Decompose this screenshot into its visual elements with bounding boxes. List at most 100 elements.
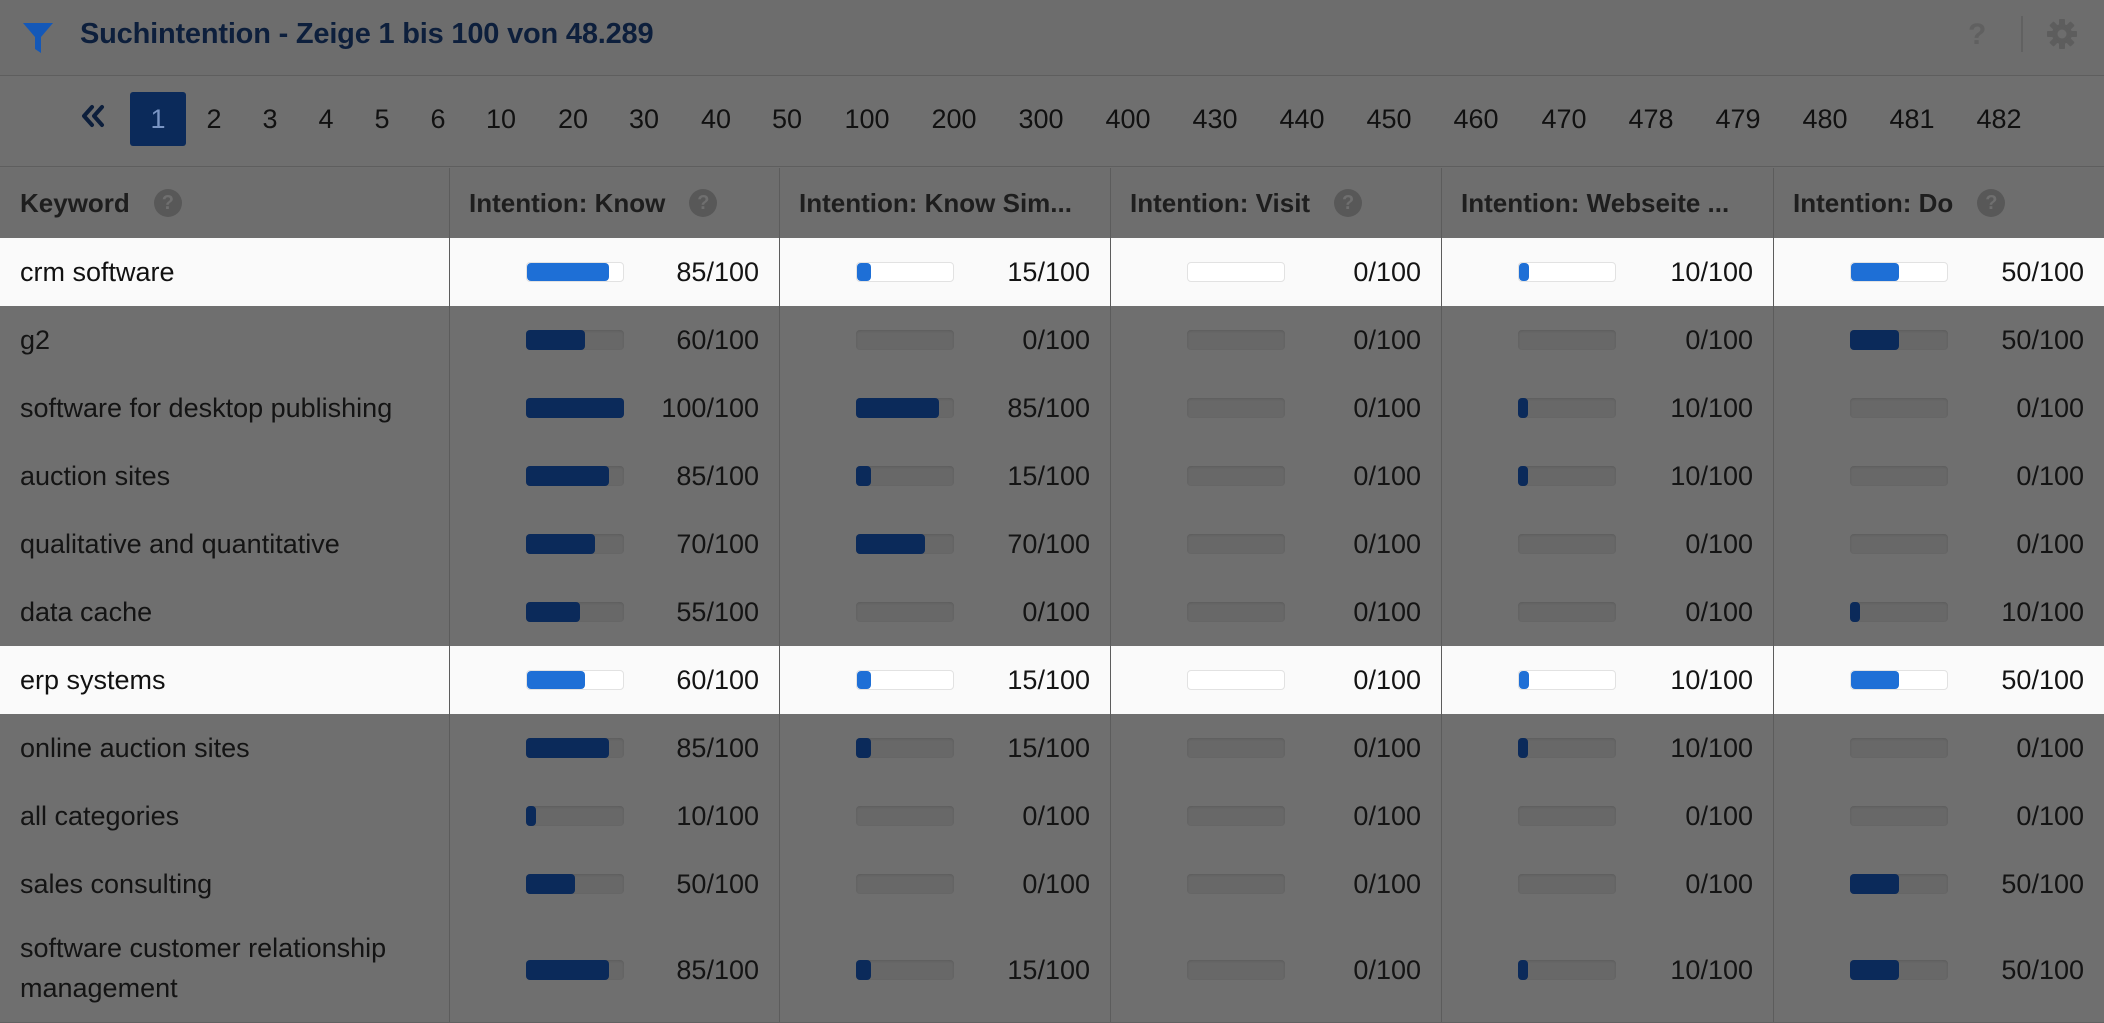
score-value: 0/100 [1022,869,1090,899]
score-value: 50/100 [676,869,759,899]
table-row[interactable]: all categories 10/100 0/100 0/100 0/100 0/100 [0,782,2104,851]
score-bar [526,874,624,894]
help-icon[interactable]: ? [689,189,718,218]
score-value: 0/100 [1353,257,1421,287]
score-bar [1518,330,1616,350]
page-link-100[interactable]: 100 [844,104,890,134]
score-bar [856,330,954,350]
score-value: 85/100 [676,955,759,985]
filter-icon[interactable] [22,21,54,55]
table-header-bar: Suchintention - Zeige 1 bis 100 von 48.2… [0,0,2104,76]
page-link-478[interactable]: 478 [1628,104,1674,134]
score-value: 15/100 [1007,733,1090,763]
score-value: 0/100 [2016,393,2084,423]
page-link-450[interactable]: 450 [1366,104,1412,134]
page-link-3[interactable]: 3 [262,104,278,134]
help-icon[interactable]: ? [1968,18,1987,51]
table-row[interactable]: sales consulting 50/100 0/100 0/100 0/100 50/… [0,850,2104,919]
table-row[interactable]: crm software 85/100 15/100 0/100 10/100 50/10… [0,238,2104,307]
score-value: 0/100 [1353,597,1421,627]
help-icon[interactable]: ? [153,189,182,218]
score-bar [1850,330,1948,350]
column-header-intention-visit[interactable]: Intention: Visit? [1110,168,1441,238]
column-header-intention-know[interactable]: Intention: Know? [449,168,779,238]
column-header-intention-do[interactable]: Intention: Do? [1773,168,2104,238]
score-bar-fill [1519,671,1529,689]
score-bar-fill [1850,874,1899,894]
page-link-4[interactable]: 4 [318,104,334,134]
score-value: 100/100 [661,393,759,423]
page-link-30[interactable]: 30 [628,104,660,134]
score-value: 0/100 [1022,801,1090,831]
score-value: 70/100 [676,529,759,559]
table-row[interactable]: software for desktop publishing 100/100 85… [0,374,2104,443]
score-bar [1518,466,1616,486]
score-value: 55/100 [676,597,759,627]
table-row[interactable]: qualitative and quantitative 70/100 70/100… [0,510,2104,579]
page-link-460[interactable]: 460 [1453,104,1499,134]
column-divider [449,168,450,1022]
page-link-200[interactable]: 200 [931,104,977,134]
score-bar [1850,534,1948,554]
score-value: 10/100 [1670,393,1753,423]
score-bar-fill [526,960,610,980]
page-link-480[interactable]: 480 [1802,104,1848,134]
double-chevron-left-icon[interactable] [76,100,108,132]
page-link-1[interactable]: 1 [130,92,186,146]
score-bar [1187,330,1285,350]
table-row[interactable]: g2 60/100 0/100 0/100 0/100 50/100 [0,306,2104,375]
table-row[interactable]: auction sites 85/100 15/100 0/100 10/100 0/10… [0,442,2104,511]
score-bar [1187,602,1285,622]
help-icon[interactable]: ? [1334,189,1363,218]
page-link-482[interactable]: 482 [1976,104,2022,134]
score-bar [1187,874,1285,894]
score-value: 50/100 [2001,257,2084,287]
table-row[interactable]: erp systems 60/100 15/100 0/100 10/100 50/100 [0,646,2104,715]
score-value: 0/100 [1685,801,1753,831]
column-header-keyword[interactable]: Keyword? [0,168,449,238]
score-value: 50/100 [2001,325,2084,355]
score-value: 50/100 [2001,665,2084,695]
score-bar-fill [526,466,610,486]
column-header-label: Intention: Do [1793,188,1954,218]
page-link-481[interactable]: 481 [1889,104,1935,134]
score-value: 0/100 [1353,393,1421,423]
page-link-400[interactable]: 400 [1105,104,1151,134]
score-bar [1518,534,1616,554]
page-link-440[interactable]: 440 [1279,104,1325,134]
score-bar [1518,398,1616,418]
gear-icon[interactable] [2046,18,2078,50]
table-head: Keyword? Intention: Know? Intention: Know … [0,168,2104,239]
table-row[interactable]: online auction sites 85/100 15/100 0/100 10/… [0,714,2104,783]
score-bar-fill [527,671,585,689]
column-header-label: Intention: Visit [1130,188,1311,218]
help-icon[interactable]: ? [1977,189,2006,218]
score-bar [1518,874,1616,894]
page-link-50[interactable]: 50 [771,104,803,134]
table-row[interactable]: software customer relationship managemen… [0,918,2104,1023]
page-link-20[interactable]: 20 [557,104,589,134]
score-value: 10/100 [1670,955,1753,985]
keyword-cell: auction sites [20,461,171,491]
page-link-6[interactable]: 6 [430,104,446,134]
column-divider [779,168,780,1022]
score-value: 10/100 [2001,597,2084,627]
score-value: 10/100 [1670,257,1753,287]
column-header-intention-website[interactable]: Intention: Webseite ... [1441,168,1773,238]
page-link-470[interactable]: 470 [1541,104,1587,134]
pagination: 1 2 3 4 5 6 10 20 30 40 50 100 200 300 400 430 440 450 460… [0,76,2104,167]
score-value: 15/100 [1007,665,1090,695]
score-bar [1518,806,1616,826]
page-link-430[interactable]: 430 [1192,104,1238,134]
page-link-10[interactable]: 10 [485,104,517,134]
page-link-300[interactable]: 300 [1018,104,1064,134]
score-bar [1187,466,1285,486]
page-link-2[interactable]: 2 [206,104,222,134]
column-header-intention-know-similar[interactable]: Intention: Know Sim... [779,168,1110,238]
score-bar [1187,960,1285,980]
score-bar-fill [526,874,575,894]
table-row[interactable]: data cache 55/100 0/100 0/100 0/100 10/100 [0,578,2104,647]
page-link-5[interactable]: 5 [374,104,390,134]
page-link-479[interactable]: 479 [1715,104,1761,134]
page-link-40[interactable]: 40 [700,104,732,134]
